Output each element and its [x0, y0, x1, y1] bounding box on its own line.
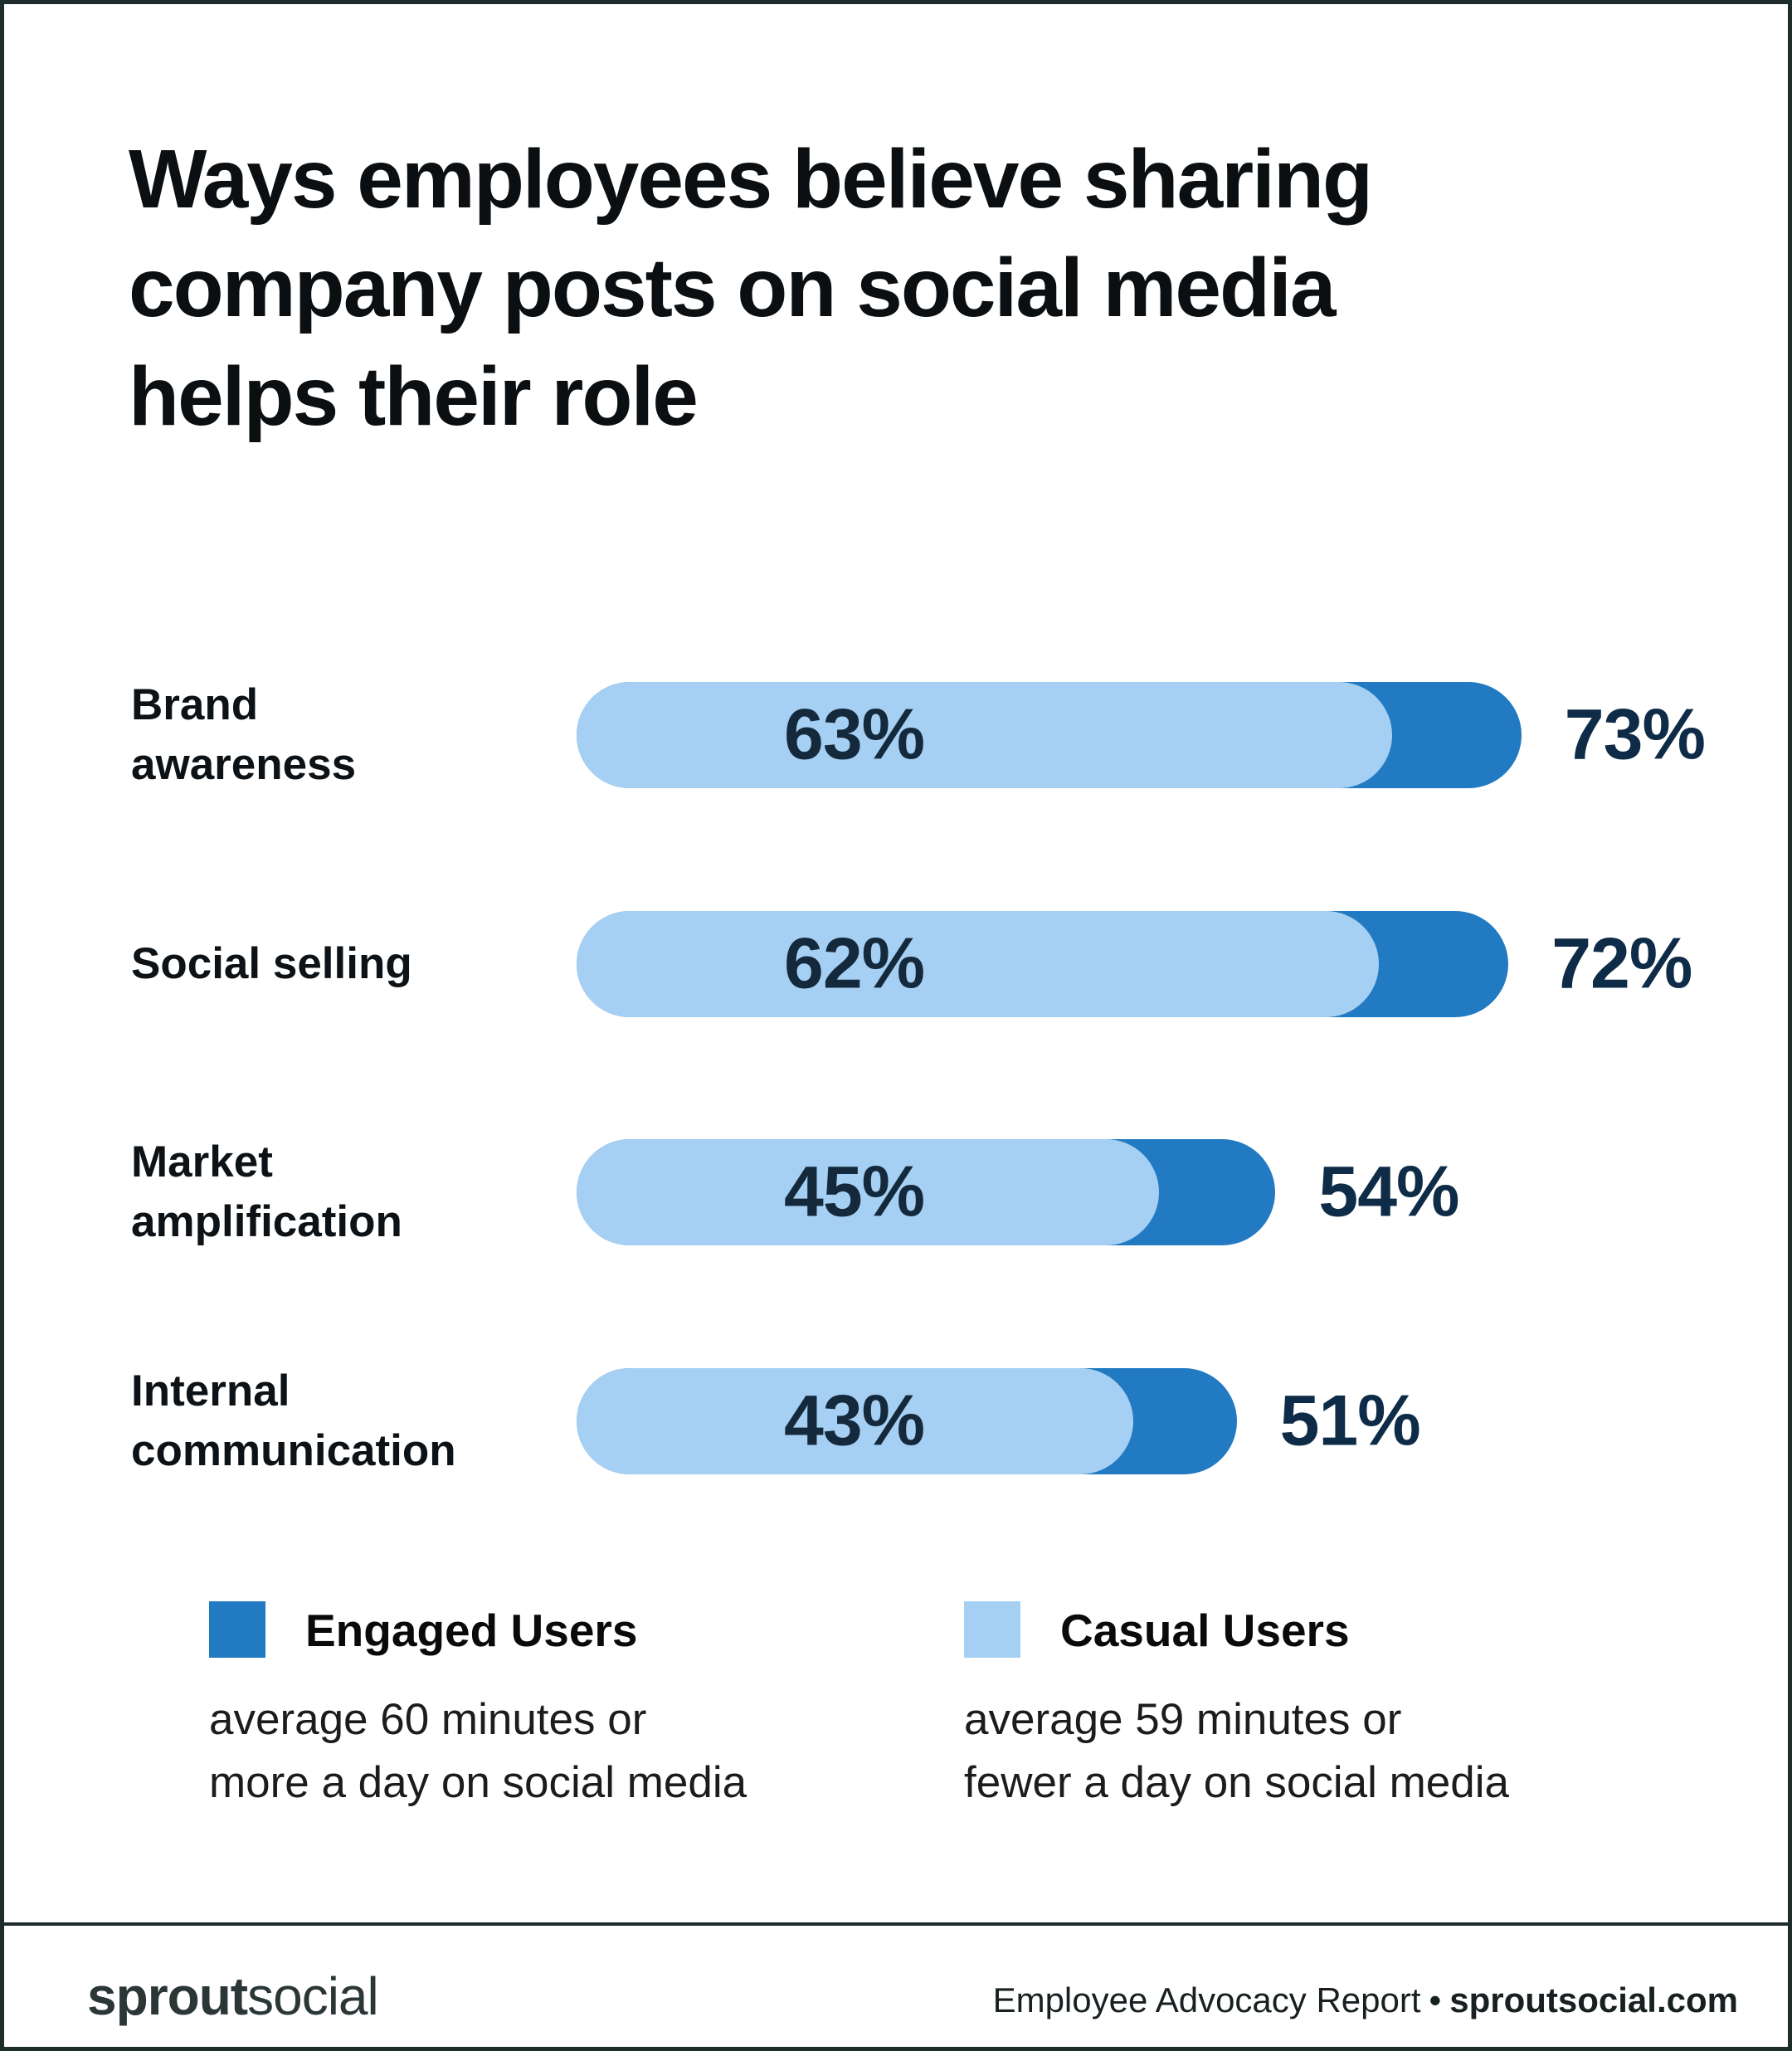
engaged-value-label: 72% [1551, 923, 1692, 1004]
engaged-value-label: 51% [1279, 1381, 1421, 1461]
sprout-social-logo: sproutsocial [87, 1966, 379, 2027]
casual-value-label: 62% [784, 923, 925, 1004]
engaged-users-legend-title: Engaged Users [305, 1605, 638, 1656]
logo-light-part: social [247, 1966, 379, 2026]
engaged-value-label: 54% [1318, 1152, 1459, 1232]
footer-divider [4, 1922, 1788, 1926]
report-name: Employee Advocacy Report [992, 1980, 1421, 2019]
chart-row-social-selling: Social selling 62% 72% [4, 911, 1788, 1017]
casual-users-bar: 63% [577, 682, 1392, 788]
bullet-separator: • [1429, 1980, 1442, 2019]
category-label: Brand awareness [131, 680, 357, 789]
footer-attribution: Employee Advocacy Report • sproutsocial.co… [993, 1980, 1738, 2020]
chart-title: Ways employees believe sharing company p… [129, 133, 1373, 443]
casual-value-label: 63% [784, 694, 925, 775]
casual-users-legend-swatch [964, 1601, 1020, 1658]
category-label: Social selling [131, 938, 412, 988]
engaged-value-label: 73% [1564, 694, 1706, 775]
chart-row-internal-communication: Internal communication 43% 51% [4, 1367, 1788, 1475]
casual-users-legend-description: average 59 minutes or fewer a day on soc… [964, 1695, 1509, 1808]
chart-row-market-amplification: Market amplification 45% 54% [4, 1138, 1788, 1246]
engaged-users-legend-description: average 60 minutes or more a day on soci… [209, 1695, 747, 1808]
logo-bold-part: sprout [87, 1966, 248, 2026]
casual-value-label: 43% [784, 1381, 925, 1461]
website-url: sproutsocial.com [1449, 1980, 1738, 2019]
casual-value-label: 45% [784, 1152, 925, 1232]
casual-users-bar: 45% [577, 1139, 1159, 1245]
category-label: Internal communication [131, 1366, 456, 1475]
category-label: Market amplification [131, 1137, 402, 1246]
engaged-users-legend-swatch [209, 1601, 265, 1658]
chart-row-brand-awareness: Brand awareness 63% 73% [4, 680, 1788, 789]
casual-users-bar: 43% [577, 1368, 1133, 1474]
casual-users-bar: 62% [577, 911, 1380, 1017]
casual-users-legend-title: Casual Users [1060, 1605, 1350, 1656]
